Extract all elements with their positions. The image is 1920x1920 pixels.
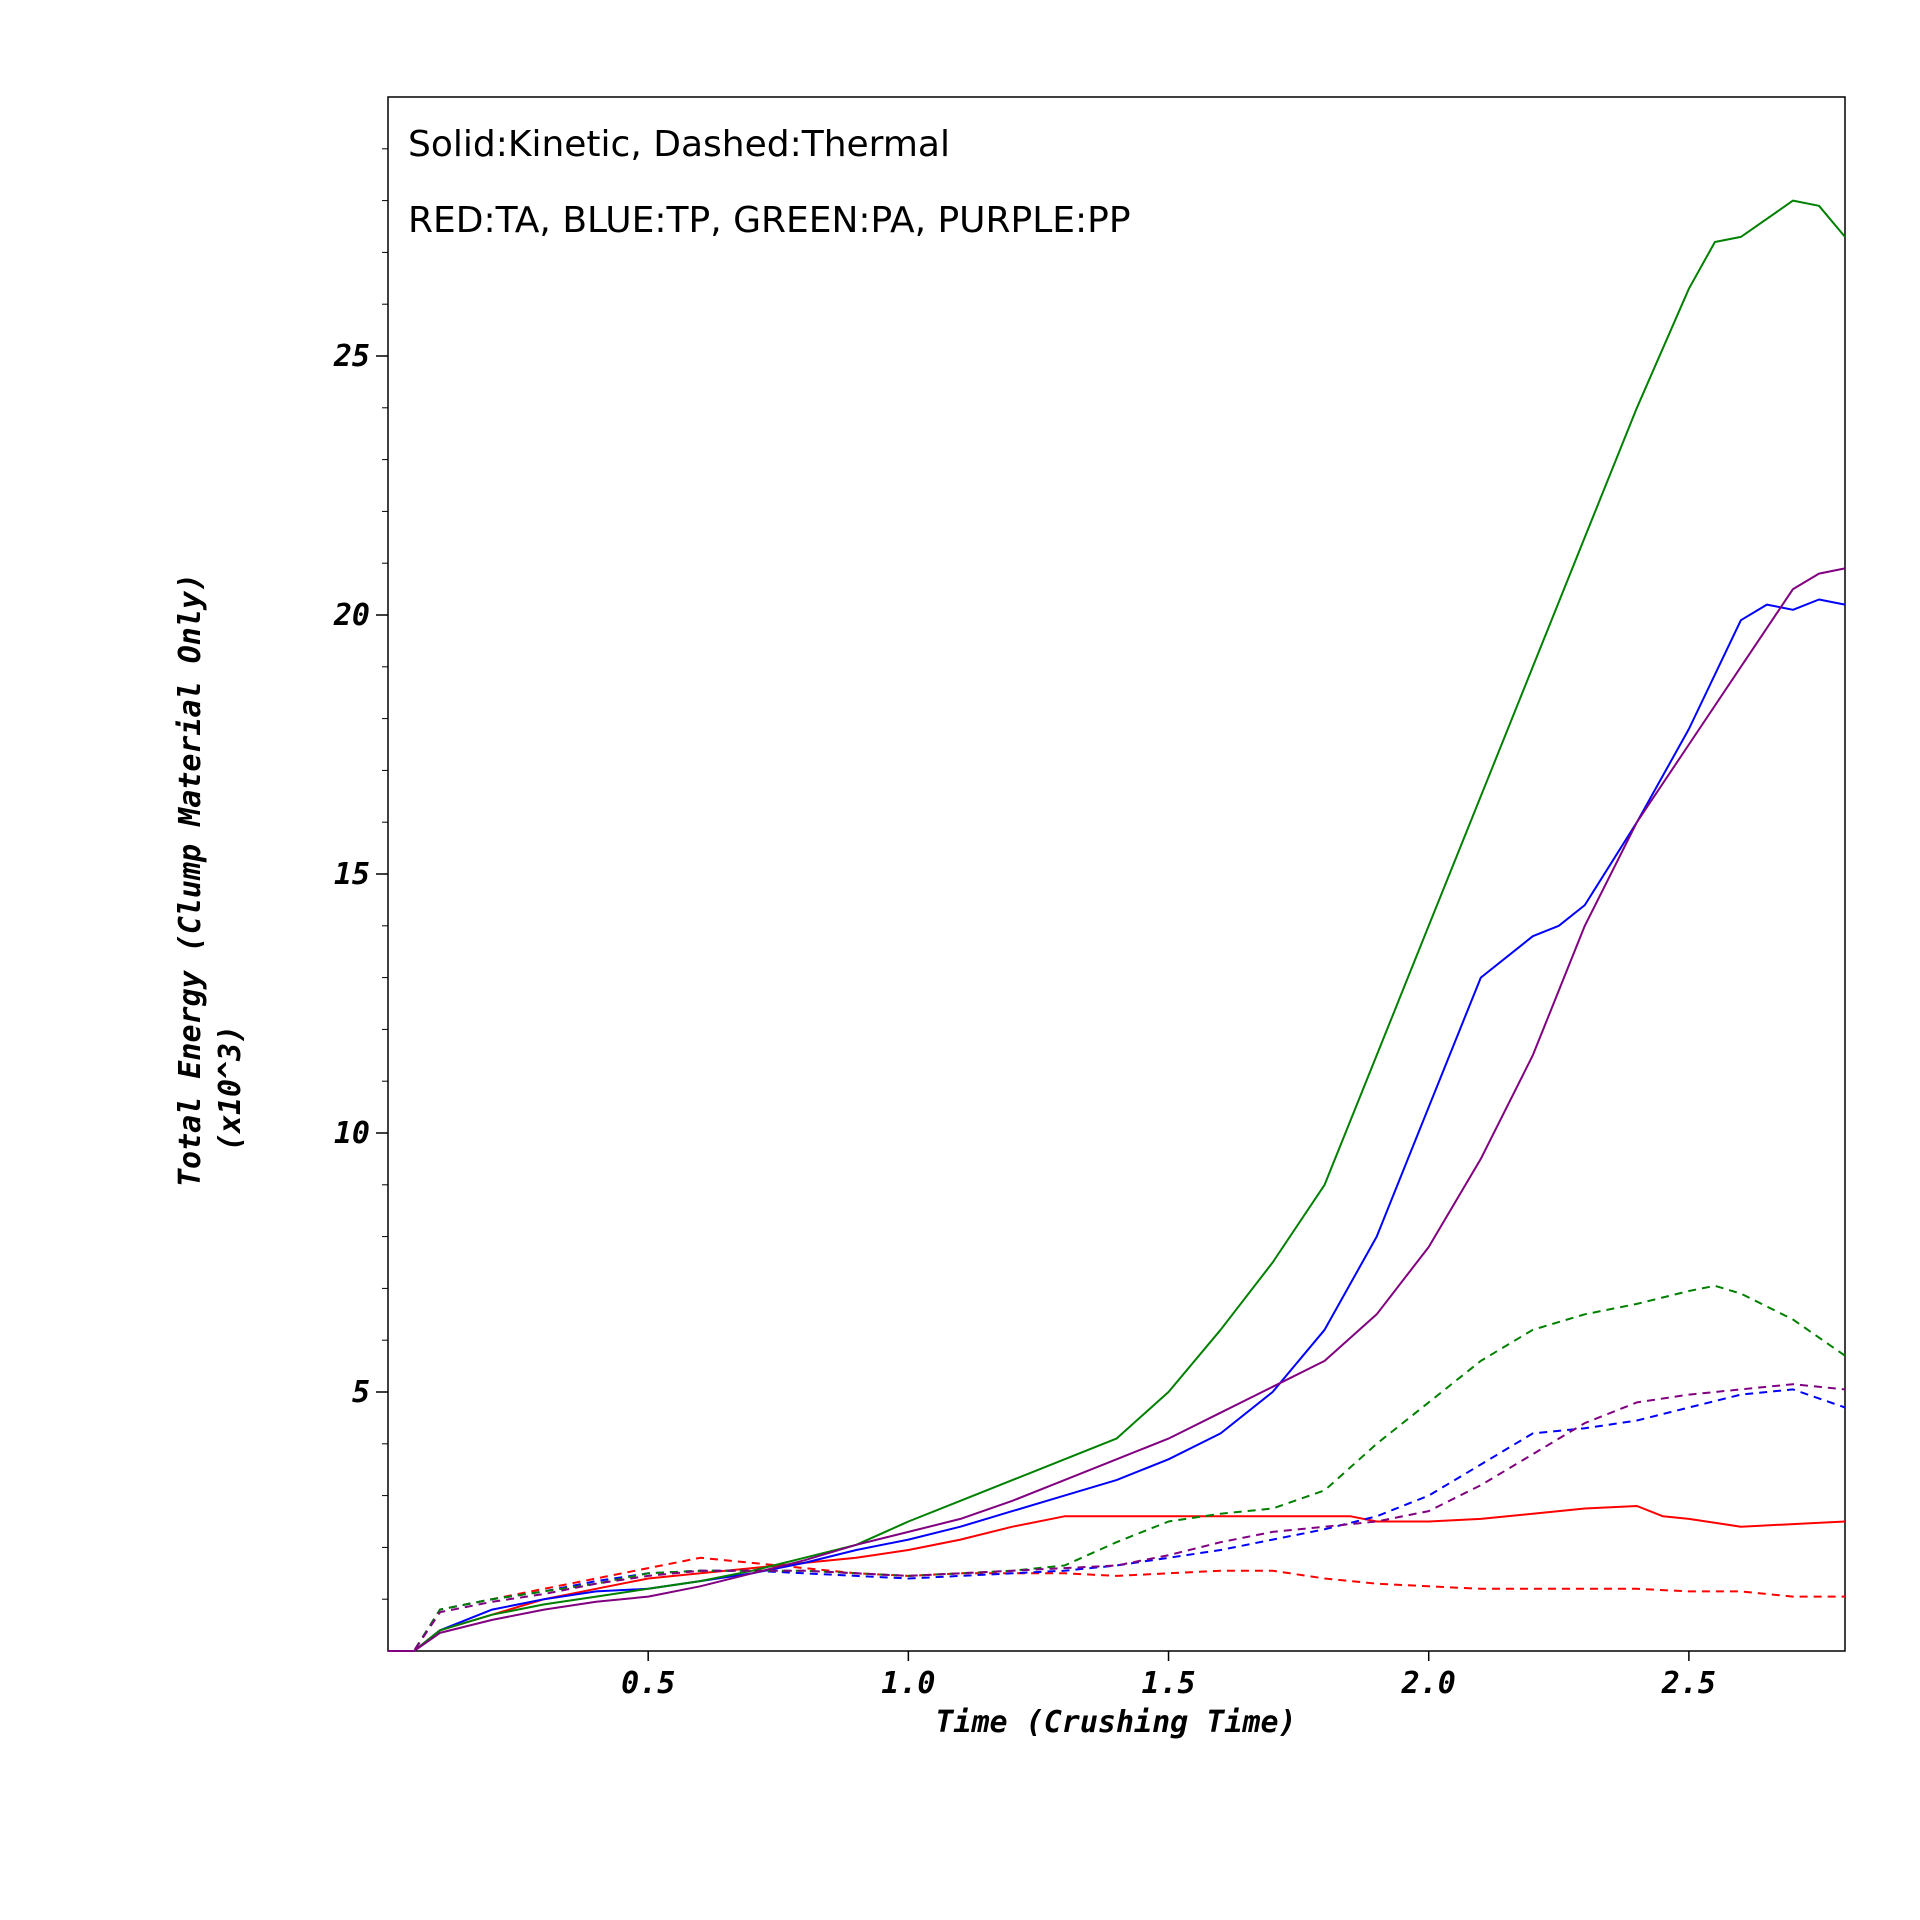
x-tick-label: 0.5 (621, 1666, 675, 1701)
series-line (388, 1388, 1846, 1652)
y-tick-label: 5 (352, 1375, 370, 1410)
x-axis: 0.5 1.0 1.5 2.0 2.5 (621, 1651, 1716, 1701)
x-tick-label: 1.0 (881, 1666, 935, 1701)
y-axis: 5 10 15 20 25 (333, 339, 388, 1410)
y-minor-ticks (382, 148, 388, 1600)
y-axis-title: Total Energy (Clump Material Only) (173, 573, 208, 1187)
x-tick-label: 2.0 (1401, 1666, 1456, 1701)
series-line (388, 598, 1846, 1652)
y-tick-label: 25 (333, 339, 370, 374)
y-tick-label: 20 (333, 598, 370, 633)
x-axis-title: Time (Crushing Time) (935, 1705, 1296, 1740)
x-tick-label: 1.5 (1141, 1666, 1195, 1701)
y-tick-label: 15 (334, 857, 370, 892)
y-axis-unit: (x10^3) (213, 1025, 248, 1151)
series-line (388, 567, 1846, 1652)
series-line (388, 1505, 1846, 1652)
y-tick-label: 10 (334, 1116, 370, 1151)
x-tick-label: 2.5 (1661, 1666, 1716, 1701)
plot-frame (387, 96, 1846, 1652)
series-layer (388, 199, 1846, 1652)
series-line (388, 1383, 1846, 1652)
annotation-line-2: RED:TA, BLUE:TP, GREEN:PA, PURPLE:PP (408, 200, 1131, 241)
annotation-line-1: Solid:Kinetic, Dashed:Thermal (408, 124, 950, 165)
series-line (388, 1284, 1846, 1652)
series-line (388, 1556, 1845, 1652)
series-line (388, 199, 1846, 1652)
